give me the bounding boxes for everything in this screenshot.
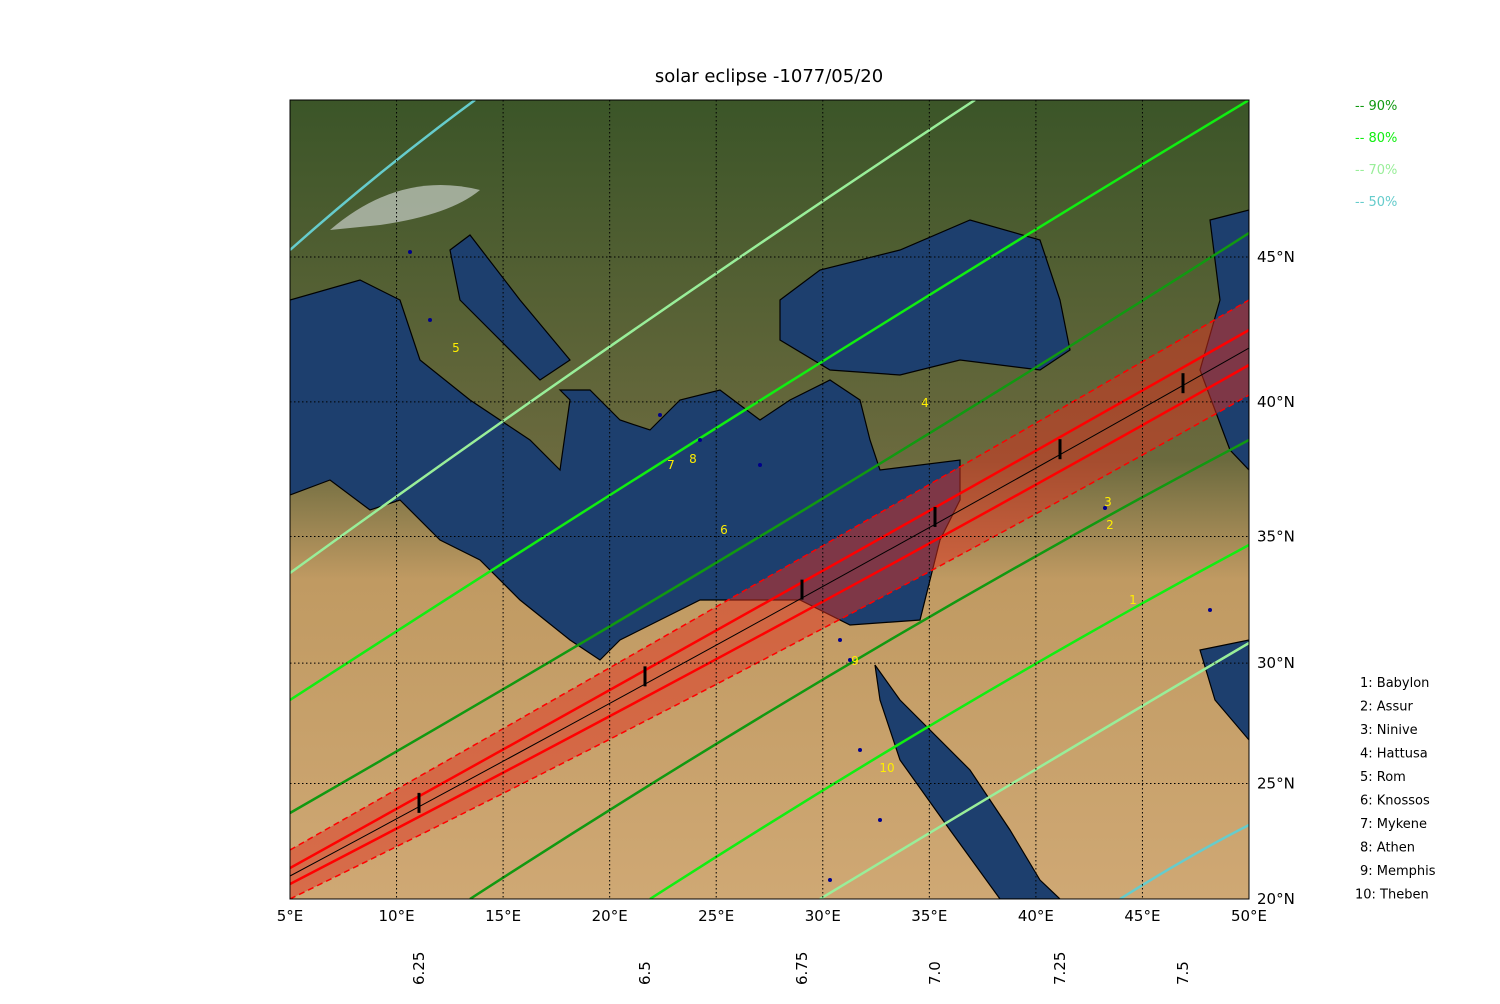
graticule [290,100,1249,899]
city-legend-entry: 6: Knossos [1360,794,1430,809]
city-legend-entry: 3: Ninive [1360,723,1418,738]
alps [330,185,480,230]
legend-entry: -- 50% [1355,195,1397,210]
contour-line [649,543,1249,899]
site-dot [848,658,852,662]
site-dot [838,638,842,642]
time-label: 7.5 [1174,961,1192,985]
lon-label: 40°E [1018,907,1054,925]
site-dot [828,878,832,882]
city-numbers: 1 2 3 4 5 6 7 8 9 10 [452,341,1137,775]
band-edge [290,363,1249,886]
lon-label: 10°E [379,907,415,925]
band-edge [290,328,1249,870]
time-label: 6.25 [410,952,428,985]
lat-label: 25°N [1257,774,1295,792]
site-dot [858,748,862,752]
map-area: 1 2 3 4 5 6 7 8 9 10 [290,100,1249,899]
site-dot [698,438,702,442]
lon-label: 20°E [592,907,628,925]
contour-line [469,438,1249,899]
city-number: 7 [667,458,675,472]
city-legend-entry: 5: Rom [1360,770,1406,785]
lon-label: 25°E [698,907,734,925]
lon-label: 30°E [805,907,841,925]
lon-label: 45°E [1124,907,1160,925]
band-edge [290,394,1249,899]
title: solar eclipse -1077/05/20 [655,66,883,87]
center-line [290,347,1249,877]
lon-label: 35°E [911,907,947,925]
city-legend-entry: 8: Athen [1360,841,1415,856]
red-sea [874,664,1061,899]
lon-label: 5°E [277,907,304,925]
city-number: 2 [1106,518,1114,532]
map-frame [289,99,1250,900]
time-label: 7.0 [926,961,944,985]
lon-label: 15°E [485,907,521,925]
city-number: 8 [689,452,697,466]
site-dot [758,463,762,467]
contour-line [1119,823,1249,899]
city-legend-entry: 1: Babylon [1360,676,1429,691]
adriatic [449,234,571,381]
legend-entry: -- 90% [1355,99,1397,114]
city-legend-entry: 4: Hattusa [1360,747,1428,762]
lat-label: 20°N [1257,890,1295,908]
city-number: 4 [921,396,929,410]
city-number: 6 [720,523,728,537]
legend-entry: -- 70% [1355,163,1397,178]
eclipse-lines [290,100,1249,899]
city-number: 10 [879,761,894,775]
contour-line [290,100,1249,702]
lat-label: 35°N [1257,527,1295,545]
city-number: 5 [452,341,460,355]
lat-label: 30°N [1257,654,1295,672]
city-legend-entry: 10: Theben [1355,888,1429,903]
contour-line [290,100,976,575]
lat-label: 45°N [1257,248,1295,266]
city-legend-entry: 2: Assur [1360,700,1413,715]
city-number: 1 [1129,593,1137,607]
site-dot [428,318,432,322]
lat-label: 40°N [1257,393,1295,411]
city-number: 3 [1104,495,1112,509]
time-label: 6.5 [636,961,654,985]
contour-line [819,641,1249,899]
site-dot [878,818,882,822]
site-dot [658,413,662,417]
contour-line [290,100,476,251]
city-legend-entry: 7: Mykene [1360,817,1427,832]
city-number: 9 [851,654,859,668]
band-edge [290,299,1249,851]
site-dot [1103,506,1107,510]
sites [408,250,1212,882]
city-legend-entry: 9: Memphis [1360,864,1436,879]
time-label: 6.75 [793,952,811,985]
legend-entry: -- 80% [1355,131,1397,146]
site-dot [408,250,412,254]
time-label: 7.25 [1051,952,1069,985]
lon-label: 50°E [1231,907,1267,925]
site-dot [1208,608,1212,612]
contour-line [290,231,1249,815]
